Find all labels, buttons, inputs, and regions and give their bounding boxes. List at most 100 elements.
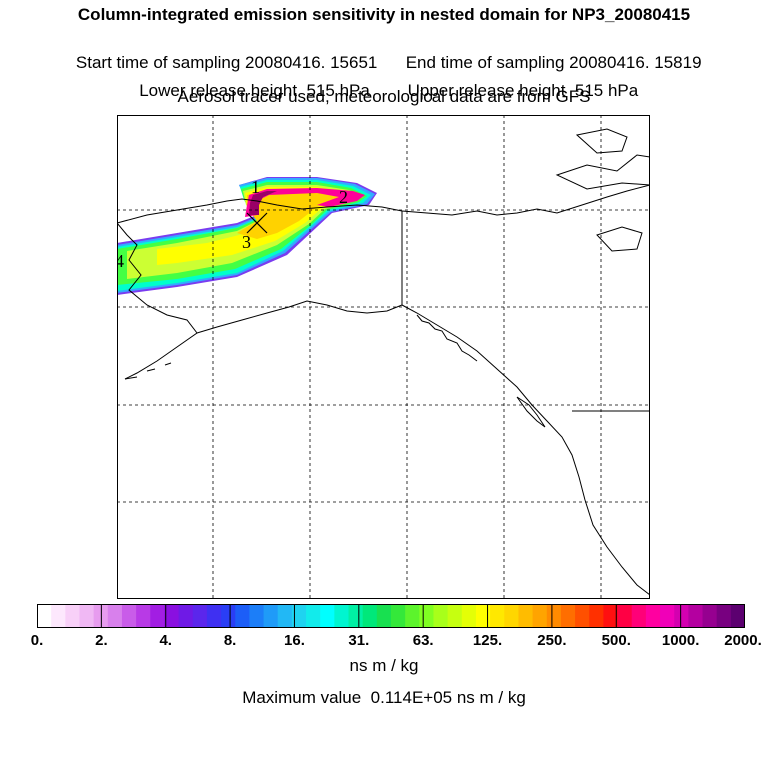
- map-svg: 1 2 3 4: [115, 115, 651, 599]
- colorbar-cell: [475, 604, 491, 628]
- graticule: [117, 115, 650, 599]
- colorbar-cell: [603, 604, 619, 628]
- map-panel: 1 2 3 4: [115, 115, 651, 599]
- pacific-northwest-coast: [401, 304, 651, 596]
- colorbar-tick-label: 4.: [159, 632, 172, 649]
- colorbar-tick-label: 1000.: [661, 632, 700, 649]
- colorbar-cell: [447, 604, 463, 628]
- colorbar-dividers: [100, 604, 682, 628]
- colorbar: [37, 604, 745, 628]
- colorbar-tick-label: 0.: [30, 632, 44, 649]
- release-height-line: Lower release height 515 hPa Upper relea…: [0, 61, 768, 101]
- colorbar-cell: [716, 604, 732, 628]
- tracer-note: Aerosol tracer used, meteorological data…: [177, 87, 591, 106]
- colorbar-cell: [263, 604, 279, 628]
- colorbar-cell: [589, 604, 604, 628]
- arctic-island-2: [575, 128, 628, 154]
- colorbar-cell: [348, 604, 364, 628]
- colorbar-cell: [419, 604, 435, 628]
- trajectory-label-1: 1: [251, 177, 260, 197]
- colorbar-frame: [37, 604, 745, 628]
- canada-arctic-coast: [401, 184, 651, 216]
- trajectory-label-2: 2: [339, 187, 348, 207]
- colorbar-cell: [37, 604, 52, 628]
- colorbar-cell: [362, 604, 378, 628]
- colorbar-cell: [730, 604, 745, 628]
- aleutian-chain: [124, 362, 172, 380]
- arctic-island-1: [555, 154, 651, 190]
- trajectory-label-4: 4: [117, 251, 124, 271]
- colorbar-cell: [631, 604, 647, 628]
- colorbar-cell: [674, 604, 689, 628]
- colorbar-tick-label: 16.: [284, 632, 305, 649]
- colorbar-cell: [65, 604, 81, 628]
- colorbar-cell: [660, 604, 675, 628]
- end-time-label: End time of sampling 20080416. 15819: [405, 53, 702, 72]
- colorbar-tick-label: 2.: [95, 632, 108, 649]
- upper-height-label: Upper release height 515 hPa: [407, 81, 639, 100]
- plume-core: [249, 191, 277, 215]
- colorbar-cell: [136, 604, 151, 628]
- colorbar-tick-label: 125.: [472, 632, 503, 649]
- colorbar-tick-label: 63.: [412, 632, 434, 649]
- colorbar-cell: [504, 604, 520, 628]
- release-point-marker: [246, 212, 268, 234]
- plume-band-7: [245, 188, 365, 217]
- colorbar-cell: [51, 604, 66, 628]
- colorbar-cell: [150, 604, 166, 628]
- colorbar-cell: [688, 604, 704, 628]
- vancouver-island: [516, 396, 546, 428]
- colorbar-cell: [221, 604, 236, 628]
- colorbar-tick-label: 500.: [601, 632, 631, 649]
- maximum-value-label: Maximum value 0.114E+05 ns m / kg: [242, 688, 526, 707]
- colorbar-cell: [277, 604, 293, 628]
- colorbar-cell: [235, 604, 250, 628]
- colorbar-cell: [532, 604, 548, 628]
- sampling-time-line: Start time of sampling 20080416. 15651 E…: [0, 33, 768, 73]
- colorbar-cell: [405, 604, 420, 628]
- colorbar-cell: [164, 604, 180, 628]
- trajectory-label-3: 3: [242, 232, 251, 252]
- colorbar-cell: [334, 604, 350, 628]
- alaska-west-coast: [116, 222, 198, 380]
- colorbar-cell: [178, 604, 194, 628]
- trajectory-labels: 1 2 3 4: [115, 177, 348, 271]
- lower-height-label: Lower release height 515 hPa: [139, 81, 370, 100]
- alaska-south-coast: [196, 300, 403, 334]
- colorbar-cell: [560, 604, 576, 628]
- colorbar-cell: [645, 604, 661, 628]
- colorbar-cell: [79, 604, 95, 628]
- colorbar-cell: [433, 604, 449, 628]
- start-time-label: Start time of sampling 20080416. 15651: [75, 53, 378, 72]
- colorbar-tick-label: 31.: [348, 632, 370, 649]
- colorbar-cell: [107, 604, 123, 628]
- colorbar-cell: [320, 604, 335, 628]
- colorbar-cell: [291, 604, 307, 628]
- colorbar-cell: [391, 604, 406, 628]
- colorbar-cell: [376, 604, 392, 628]
- colorbar-cell: [192, 604, 208, 628]
- colorbar-tick-label: 250.: [537, 632, 567, 649]
- colorbar-cell: [702, 604, 718, 628]
- map-frame: [117, 115, 650, 599]
- colorbar-cell: [546, 604, 562, 628]
- boundaries: [401, 211, 650, 412]
- colorbar-cell: [249, 604, 265, 628]
- colorbar-tick-label: 8.: [223, 632, 237, 649]
- colorbar-cells: [37, 604, 745, 628]
- arctic-island-3: [596, 226, 643, 252]
- colorbar-unit-label: ns m / kg: [349, 656, 419, 675]
- colorbar-cell: [490, 604, 505, 628]
- plot-title: Column-integrated emission sensitivity i…: [77, 5, 691, 24]
- colorbar-cell: [461, 604, 477, 628]
- colorbar-cell: [617, 604, 633, 628]
- colorbar-cell: [575, 604, 590, 628]
- colorbar-cell: [121, 604, 137, 628]
- colorbar-cell: [206, 604, 222, 628]
- colorbar-tick-label: 2000.: [724, 632, 762, 649]
- coastlines: [116, 128, 651, 596]
- alaska-north-coast: [116, 198, 403, 224]
- inside-passage: [416, 314, 478, 362]
- colorbar-cell: [518, 604, 534, 628]
- colorbar-cell: [306, 604, 321, 628]
